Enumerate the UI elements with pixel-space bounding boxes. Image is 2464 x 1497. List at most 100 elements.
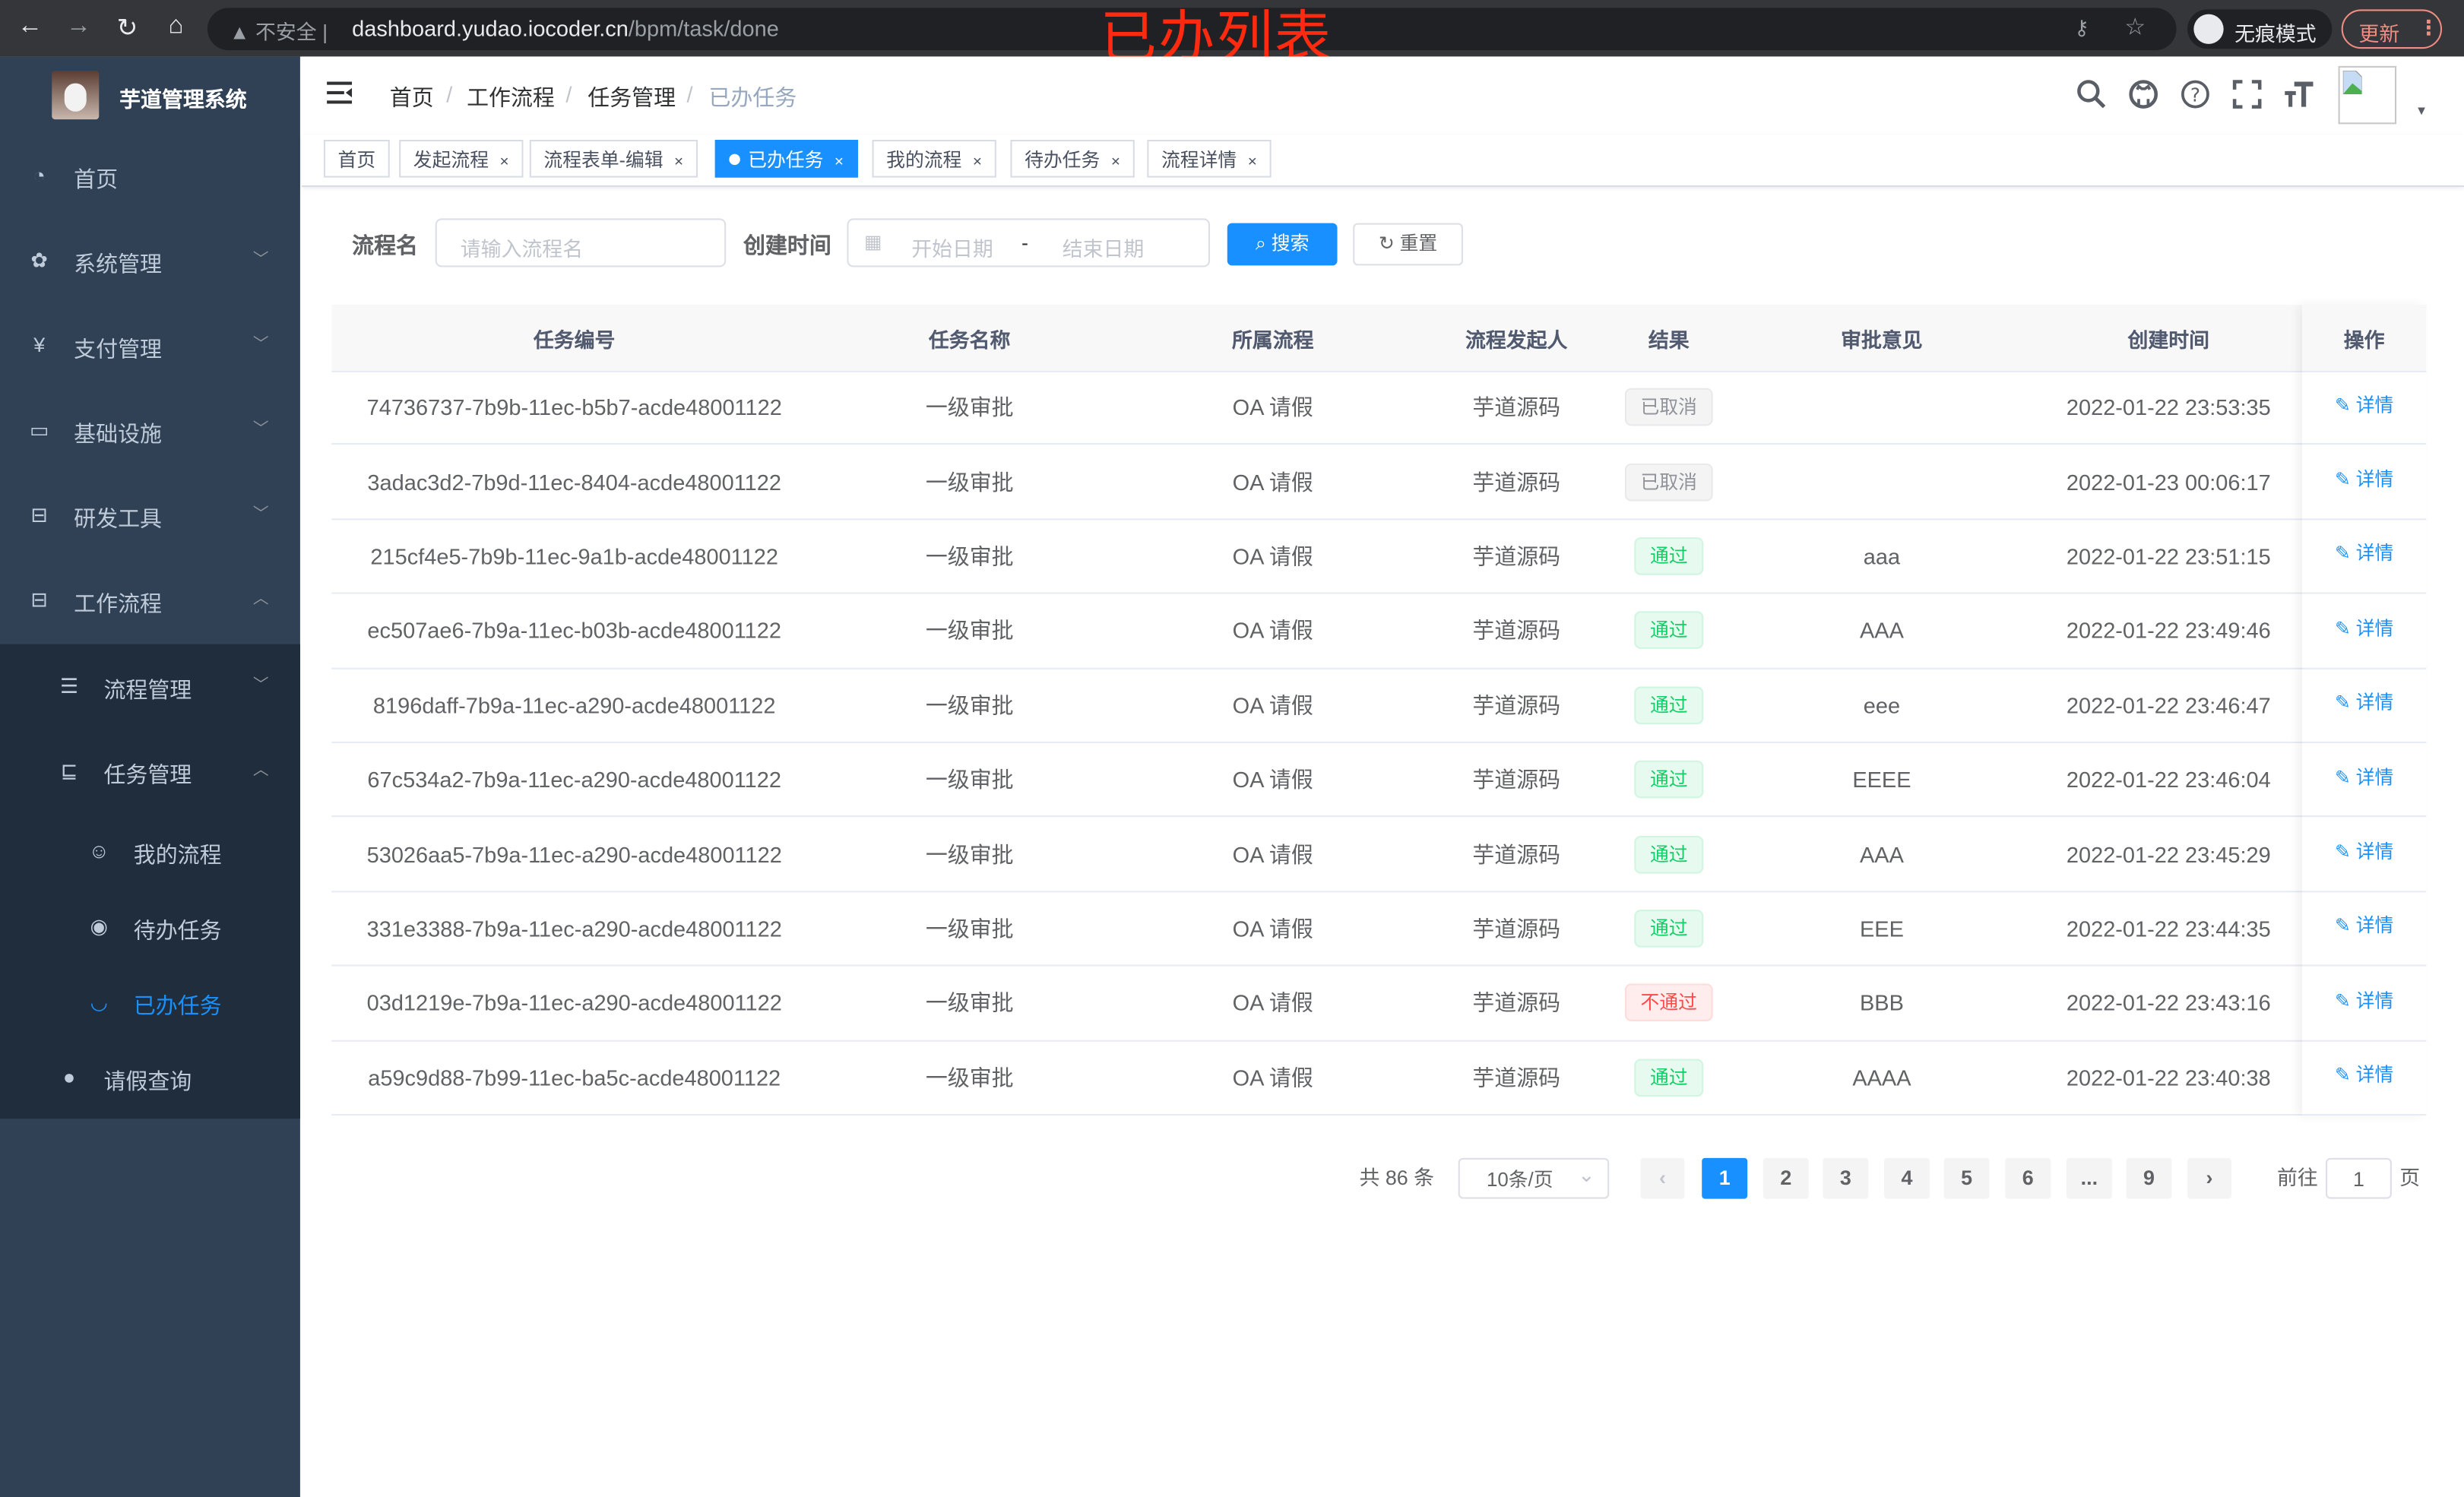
forward-icon[interactable]: →	[65, 12, 91, 40]
sidebar-item-6[interactable]: ☰ 流程管理 ﹀	[0, 646, 300, 731]
breadcrumb-task-management[interactable]: 任务管理	[587, 84, 676, 110]
cell-text: 一级审批	[925, 916, 1014, 942]
sidebar-item-4[interactable]: ⊟ 研发工具 ﹀	[0, 474, 300, 559]
home-icon[interactable]: ⌂	[168, 12, 184, 40]
fullscreen-icon[interactable]	[2230, 78, 2264, 112]
reset-button[interactable]: ↻ 重置	[1353, 223, 1463, 266]
page-button[interactable]: 6	[2005, 1157, 2051, 1199]
sidebar-item-7[interactable]: ⊑ 任务管理 ︿	[0, 730, 300, 815]
detail-link[interactable]: ✎ 详情	[2335, 465, 2393, 492]
close-icon[interactable]: ×	[674, 153, 684, 172]
page-size-select[interactable]: 10条/页 ⌄	[1458, 1157, 1610, 1199]
cell-comment: EEE	[1728, 892, 2035, 965]
close-icon[interactable]: ×	[499, 153, 509, 172]
star-icon[interactable]: ☆	[2124, 14, 2146, 41]
prev-page-button[interactable]: ‹	[1640, 1157, 1685, 1199]
cell-text: 331e3388-7b9a-11ec-a290-acde48001122	[366, 916, 782, 942]
sidebar-item-11[interactable]: ● 请假查询	[0, 1042, 300, 1117]
cell-text: 2022-01-22 23:43:16	[2066, 990, 2271, 1016]
tag-3[interactable]: 已办任务 ×	[714, 140, 858, 178]
url-text[interactable]: dashboard.yudao.iocoder.cn/bpm/task/done	[352, 16, 779, 41]
cell-action: ✎ 详情	[2302, 591, 2426, 664]
cell-name: 一级审批	[817, 818, 1122, 891]
detail-link[interactable]: ✎ 详情	[2335, 391, 2393, 417]
close-icon[interactable]: ×	[972, 153, 982, 172]
cell-result: 不通过	[1609, 967, 1728, 1040]
tag-6[interactable]: 流程详情 ×	[1147, 140, 1272, 178]
search-icon[interactable]	[2074, 78, 2108, 112]
cell-starter: 芋道源码	[1424, 594, 1609, 667]
update-button[interactable]: 更新 ⋮	[2341, 9, 2443, 49]
goto-label: 前往	[2276, 1166, 2318, 1190]
sidebar-item-2[interactable]: ¥ 支付管理 ﹀	[0, 305, 300, 390]
cell-text: 芋道源码	[1472, 990, 1561, 1016]
help-icon[interactable]: ?	[2178, 78, 2212, 112]
detail-link[interactable]: ✎ 详情	[2335, 614, 2393, 641]
cell-text: 一级审批	[925, 990, 1014, 1016]
detail-link[interactable]: ✎ 详情	[2335, 763, 2393, 790]
sidebar-item-label: 流程管理	[103, 677, 192, 703]
page-button[interactable]: 1	[1702, 1157, 1748, 1199]
logo-image	[52, 71, 100, 120]
more-icon[interactable]: ⋮	[2418, 15, 2439, 40]
breadcrumb-home[interactable]: 首页	[389, 84, 434, 110]
cell-text: 2022-01-22 23:46:04	[2066, 767, 2271, 793]
tag-5[interactable]: 待办任务 ×	[1010, 140, 1135, 178]
url-host: dashboard.yudao.iocoder.cn	[352, 15, 629, 41]
table-row: 67c534a2-7b9a-11ec-a290-acde48001122 一级审批…	[331, 743, 2427, 818]
github-icon[interactable]	[2126, 78, 2160, 112]
cell-text: 一级审批	[925, 692, 1014, 718]
incognito-badge[interactable]: 无痕模式	[2187, 9, 2333, 49]
more-pages-button[interactable]: ...	[2066, 1157, 2112, 1199]
sidebar-item-9[interactable]: ◉ 待办任务	[0, 891, 300, 966]
search-button[interactable]: ⌕ 搜索	[1227, 223, 1338, 266]
process-name-input[interactable]: 请输入流程名	[435, 218, 727, 267]
tag-2[interactable]: 流程表单-编辑 ×	[529, 140, 698, 178]
back-icon[interactable]: ←	[17, 12, 43, 40]
cell-starter: 芋道源码	[1424, 520, 1609, 593]
sidebar-logo[interactable]: 芋道管理系统	[0, 56, 300, 135]
user-dropdown-caret-icon[interactable]: ▼	[2415, 103, 2428, 119]
close-icon[interactable]: ×	[834, 153, 844, 172]
address-bar[interactable]: ▲ 不安全 | dashboard.yudao.iocoder.cn/bpm/t…	[207, 8, 2177, 51]
sidebar-item-5[interactable]: ⊟ 工作流程 ︿	[0, 559, 300, 644]
detail-link[interactable]: ✎ 详情	[2335, 1061, 2393, 1087]
sidebar-item-1[interactable]: ✿ 系统管理 ﹀	[0, 220, 300, 305]
sidebar-item-10[interactable]: ◡ 已办任务	[0, 967, 300, 1042]
sidebar-item-3[interactable]: ▭ 基础设施 ﹀	[0, 390, 300, 475]
insecure-indicator[interactable]: ▲ 不安全 |	[229, 20, 328, 44]
page-button[interactable]: 5	[1943, 1157, 1990, 1199]
detail-link[interactable]: ✎ 详情	[2335, 688, 2393, 715]
breadcrumb-workflow[interactable]: 工作流程	[467, 84, 555, 110]
page-button[interactable]: 2	[1762, 1157, 1809, 1199]
cell-text: 一级审批	[925, 1065, 1014, 1090]
cell-time: 2022-01-23 00:06:17	[2035, 445, 2302, 518]
tag-4[interactable]: 我的流程 ×	[872, 140, 996, 178]
page-button[interactable]: 3	[1823, 1157, 1869, 1199]
end-date-input[interactable]: 结束日期	[1062, 237, 1145, 261]
detail-link[interactable]: ✎ 详情	[2335, 912, 2393, 938]
detail-link[interactable]: ✎ 详情	[2335, 837, 2393, 864]
goto-page-input[interactable]: 1	[2326, 1157, 2392, 1199]
key-icon[interactable]: ⚷	[2074, 15, 2089, 40]
reload-icon[interactable]: ↻	[116, 15, 138, 43]
tag-label: 流程表单-编辑	[543, 149, 664, 172]
detail-link[interactable]: ✎ 详情	[2335, 540, 2393, 566]
tag-1[interactable]: 发起流程 ×	[399, 140, 524, 178]
text-size-icon[interactable]	[2282, 78, 2316, 112]
sidebar-item-0[interactable]: ◔ 首页	[0, 135, 300, 220]
cell-comment: AAA	[1728, 594, 2035, 667]
user-avatar[interactable]	[2338, 65, 2397, 125]
detail-link[interactable]: ✎ 详情	[2335, 986, 2393, 1013]
close-icon[interactable]: ×	[1110, 153, 1120, 172]
start-date-input[interactable]: 开始日期	[911, 237, 993, 261]
hamburger-icon[interactable]	[327, 81, 353, 104]
sidebar-item-8[interactable]: ☺ 我的流程	[0, 815, 300, 891]
date-range-picker[interactable]: ▦ 开始日期 - 结束日期	[847, 218, 1211, 267]
page-button[interactable]: 4	[1884, 1157, 1930, 1199]
page-suffix: 页	[2399, 1166, 2421, 1190]
close-icon[interactable]: ×	[1247, 153, 1257, 172]
next-page-button[interactable]: ›	[2187, 1157, 2231, 1199]
tag-0[interactable]: 首页	[323, 140, 390, 178]
page-button[interactable]: 9	[2126, 1157, 2172, 1199]
